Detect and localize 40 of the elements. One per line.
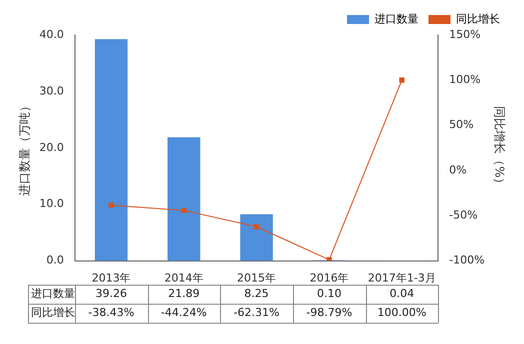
y2-tick-label: 0% bbox=[449, 163, 467, 176]
legend-label: 进口数量 bbox=[374, 12, 418, 26]
y-tick-label: 10.0 bbox=[39, 197, 64, 210]
y2-tick-label: -100% bbox=[449, 254, 485, 267]
y2-axis-title: 同比增长（%） bbox=[492, 106, 507, 190]
y2-tick-label: 50% bbox=[449, 118, 474, 132]
point bbox=[181, 208, 186, 214]
point bbox=[326, 257, 332, 261]
data-label: 100.00% bbox=[377, 306, 426, 320]
legend-label: 同比增长 bbox=[456, 12, 500, 26]
point bbox=[399, 78, 404, 83]
bar bbox=[94, 39, 128, 261]
data-label: 39.26 bbox=[95, 287, 127, 300]
y2-tick-label: 150% bbox=[449, 28, 481, 41]
y-tick-label: 20.0 bbox=[39, 140, 64, 154]
data-label: -62.31% bbox=[234, 306, 280, 320]
data-label: 0.10 bbox=[316, 287, 342, 300]
point bbox=[254, 224, 260, 230]
point bbox=[108, 202, 114, 208]
x-tick-label: 2014年 bbox=[164, 271, 204, 284]
x-tick-label: 2016年 bbox=[310, 271, 349, 284]
data-label: 0.04 bbox=[390, 287, 414, 300]
y-tick-label: 0.0 bbox=[46, 254, 64, 267]
y-axis-title: 进口数量（万吨） bbox=[17, 100, 32, 196]
data-label: -38.43% bbox=[88, 306, 134, 320]
bar bbox=[168, 137, 200, 261]
data-label: -98.79% bbox=[306, 306, 352, 320]
x-tick-label: 2017年1-3月 bbox=[368, 271, 436, 284]
y2-tick-label: 100% bbox=[449, 73, 481, 86]
data-label: -44.24% bbox=[160, 306, 207, 320]
bar bbox=[240, 214, 273, 261]
y-tick-label: 40.0 bbox=[39, 28, 64, 41]
y-tick-label: 30.0 bbox=[39, 84, 64, 98]
data-label: 21.89 bbox=[168, 287, 200, 300]
y2-tick-label: -50% bbox=[449, 208, 478, 222]
data-label: 8.25 bbox=[244, 287, 269, 300]
text: 进口数量 bbox=[31, 287, 75, 300]
x-tick-label: 2013年 bbox=[92, 271, 131, 284]
x-tick-label: 2015年 bbox=[237, 271, 276, 284]
text: 同比增长 bbox=[31, 306, 75, 320]
